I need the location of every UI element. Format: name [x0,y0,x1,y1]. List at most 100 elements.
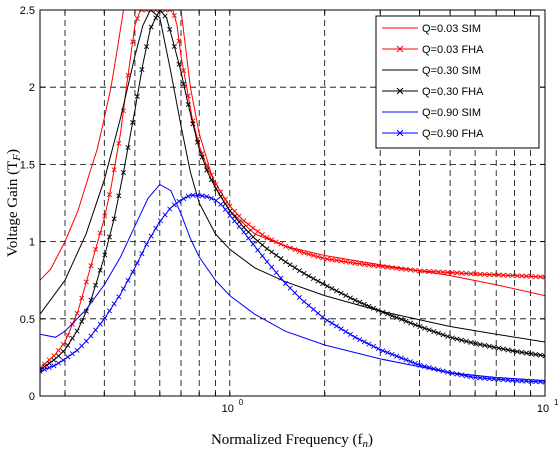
marker-q-0-90-fha [514,378,520,384]
marker-q-0-30-fha [157,10,163,14]
marker-q-0-90-fha [542,379,545,385]
marker-q-0-03-fha [88,263,94,269]
marker-q-0-90-fha [357,337,363,343]
marker-q-0-30-fha [301,270,307,276]
marker-q-0-30-fha [357,299,363,305]
marker-q-0-90-fha [403,357,409,363]
marker-q-0-30-fha [227,208,233,214]
marker-q-0-90-fha [273,270,279,276]
marker-q-0-03-fha [412,267,418,273]
marker-q-0-90-fha [500,377,506,383]
marker-q-0-30-fha [347,295,353,301]
marker-q-0-03-fha [245,221,252,227]
marker-q-0-03-fha [329,257,335,263]
series-line-q-0-90-sim [40,183,545,382]
marker-q-0-90-fha [250,241,256,247]
marker-q-0-03-fha [449,270,455,276]
marker-q-0-03-fha [259,232,265,238]
marker-q-0-30-fha [259,242,265,248]
marker-q-0-30-fha [306,273,312,279]
marker-q-0-03-fha [394,265,400,271]
series-lines [40,10,545,385]
marker-q-0-03-fha [250,225,256,231]
marker-q-0-30-fha [533,351,539,357]
marker-q-0-90-fha [496,376,502,382]
marker-q-0-30-fha [519,349,525,355]
marker-q-0-90-fha [88,333,94,339]
marker-q-0-03-fha [292,247,298,253]
marker-q-0-03-fha [343,259,349,265]
marker-q-0-90-fha [176,198,182,204]
marker-q-0-90-fha [310,306,316,312]
marker-q-0-03-fha [65,332,71,338]
marker-q-0-03-fha [134,16,140,22]
marker-q-0-03-fha [357,261,363,267]
marker-q-0-03-fha [352,260,358,266]
marker-q-0-90-fha [106,308,113,314]
marker-q-0-90-fha [519,378,525,384]
marker-q-0-90-fha [148,233,154,239]
marker-q-0-30-fha [79,318,85,324]
marker-q-0-90-fha [306,302,312,309]
marker-q-0-03-fha [241,218,247,224]
marker-q-0-03-fha [139,10,145,13]
marker-q-0-30-fha [287,262,293,268]
y-tick-label: 2.5 [20,5,35,17]
marker-q-0-03-fha [472,271,479,277]
marker-q-0-03-fha [523,273,529,279]
legend: Q=0.03 SIM Q=0.03 FHA Q=0.30 SIM Q=0.30 FHA… [375,15,540,149]
marker-q-0-90-fha [162,212,168,218]
marker-q-0-30-fha [134,93,140,99]
marker-q-0-30-fha [111,216,117,222]
marker-q-0-30-fha [472,341,479,347]
marker-q-0-30-fha [417,324,423,330]
marker-q-0-90-fha [83,338,89,344]
marker-q-0-30-fha [477,341,483,348]
marker-q-0-90-fha [389,351,395,357]
marker-q-0-03-fha [273,239,279,245]
marker-q-0-90-fha [324,317,330,323]
marker-q-0-03-fha [528,273,534,279]
marker-q-0-03-fha [408,267,414,273]
marker-q-0-03-fha [426,268,432,274]
marker-q-0-03-fha [366,262,372,268]
legend-label-q-0-03-sim: Q=0.03 SIM [422,23,481,35]
marker-q-0-90-fha [417,362,423,368]
marker-q-0-90-fha [449,370,455,376]
marker-q-0-30-fha [315,278,321,284]
marker-q-0-90-fha [167,206,173,212]
marker-q-0-30-fha [255,238,261,244]
marker-q-0-03-fha [60,341,66,347]
marker-q-0-30-fha [389,313,395,319]
marker-q-0-90-fha [190,192,196,198]
marker-q-0-30-fha [204,167,210,173]
marker-q-0-03-fha [102,213,108,219]
marker-q-0-03-fha [445,269,451,275]
marker-q-0-03-fha [171,12,177,19]
marker-q-0-03-fha [375,263,381,269]
marker-q-0-30-fha [139,66,145,73]
marker-q-0-30-fha [486,343,492,349]
marker-q-0-03-fha [533,274,539,280]
marker-q-0-30-fha [361,301,367,307]
marker-q-0-90-fha [120,286,126,292]
marker-q-0-30-fha [333,288,340,294]
x-tick-label-exponent: 0 [239,398,244,407]
legend-box [375,15,540,149]
marker-q-0-30-fha [537,352,543,358]
marker-q-0-03-fha [74,310,80,316]
marker-q-0-03-fha [125,72,131,78]
plot-frame [39,9,546,397]
marker-q-0-03-fha [505,272,511,278]
marker-q-0-90-fha [181,196,187,202]
marker-q-0-03-fha [496,272,502,278]
marker-q-0-90-fha [42,366,48,372]
marker-q-0-30-fha [218,193,224,199]
marker-q-0-03-fha [431,269,437,275]
marker-q-0-03-fha [519,273,525,279]
marker-q-0-03-fha [398,266,404,272]
marker-q-0-90-fha [338,326,344,332]
marker-q-0-03-fha [264,235,270,241]
marker-q-0-90-fha [477,375,483,381]
y-tick-label: 0.5 [20,314,35,326]
